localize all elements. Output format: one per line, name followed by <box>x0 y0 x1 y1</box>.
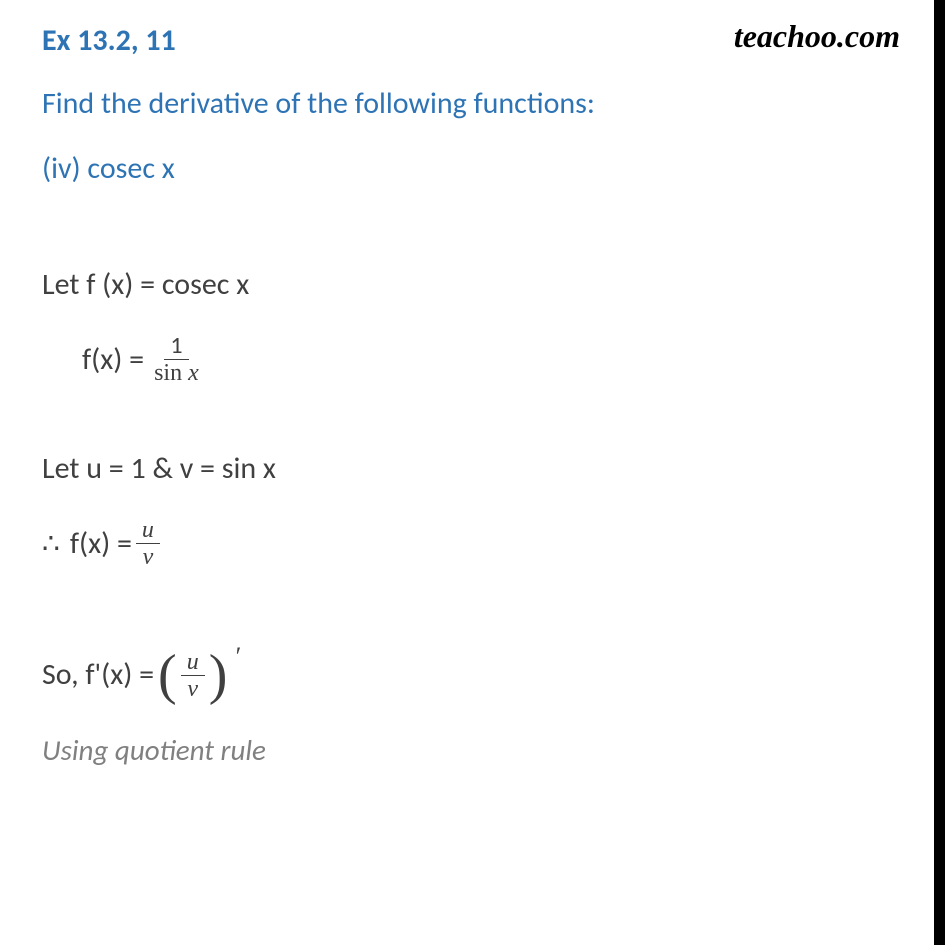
so-fprime-equals: So, f'(x) = <box>42 657 154 693</box>
x-variable: x <box>188 360 199 386</box>
step-fx-uv: ∴ f(x) = u v <box>42 517 900 571</box>
therefore-symbol: ∴ <box>42 527 60 561</box>
fraction-numerator: 1 <box>164 333 188 360</box>
fraction-u-over-v: u v <box>136 517 160 571</box>
u-num-inner: u <box>181 649 205 676</box>
u-numerator: u <box>136 517 160 544</box>
subpart-label: (iv) cosec x <box>42 150 900 187</box>
header-row: Ex 13.2, 11 teachoo.com <box>42 22 900 59</box>
question-text: Find the derivative of the following fun… <box>42 85 900 122</box>
left-paren: ( <box>158 653 177 698</box>
fx-equals: f(x) = <box>82 342 144 378</box>
brand-logo: teachoo.com <box>734 18 900 55</box>
right-paren: ) <box>209 653 228 698</box>
step-let-fx: Let f (x) = cosec x <box>42 267 900 303</box>
fraction-1-over-sinx: 1 sin x <box>148 333 205 387</box>
v-den-inner: v <box>181 676 204 702</box>
sin-text: sin <box>154 360 188 386</box>
side-strip <box>934 0 945 945</box>
fraction-u-over-v-inner: u v <box>181 649 205 703</box>
step-let-uv: Let u = 1 & v = sin x <box>42 451 900 487</box>
prime-mark: ′ <box>236 641 242 672</box>
step-fx-fraction: f(x) = 1 sin x <box>42 333 900 387</box>
exercise-title: Ex 13.2, 11 <box>42 22 176 59</box>
step-fprime: So, f'(x) = ( u v ) ′ <box>42 649 900 703</box>
fx-uv-equals: f(x) = <box>70 526 132 562</box>
fraction-denominator: sin x <box>148 360 205 386</box>
quotient-rule-note: Using quotient rule <box>42 732 900 768</box>
v-denominator: v <box>137 544 160 570</box>
document-page: Ex 13.2, 11 teachoo.com Find the derivat… <box>0 0 934 945</box>
paren-fraction-uv-prime: ( u v ) ′ <box>158 649 227 703</box>
